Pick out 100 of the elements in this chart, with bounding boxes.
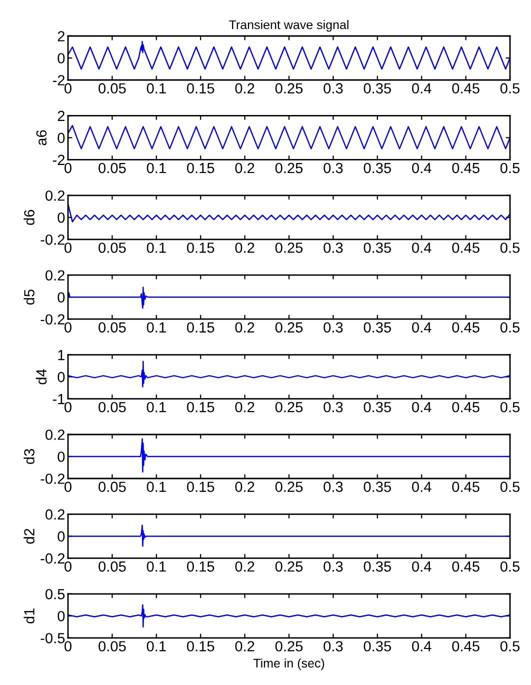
- x-tick-label: 0.2: [235, 641, 254, 652]
- x-tick-label: 0.45: [452, 482, 480, 492]
- x-tick-label: 0.35: [364, 482, 391, 492]
- x-tick-label: 0.1: [146, 83, 166, 94]
- x-tick-label: 0.3: [324, 482, 343, 492]
- x-tick-label: 0.3: [324, 561, 343, 572]
- x-tick-label: 0.05: [98, 322, 126, 333]
- x-tick-label: 0.5: [500, 402, 520, 412]
- x-tick-label: 0.05: [98, 641, 126, 652]
- x-tick-label: 0.05: [98, 242, 126, 253]
- x-tick-label: 0: [64, 641, 72, 652]
- y-axis-title: d2: [24, 528, 34, 544]
- y-tick-label: 0.2: [46, 509, 64, 520]
- x-tick-label: 0.45: [452, 641, 480, 652]
- y-tick-label: 0: [58, 53, 65, 64]
- x-tick-label: 0.2: [235, 83, 254, 94]
- y-tick-label: 0: [58, 531, 65, 542]
- y-axis-title: d4: [36, 369, 47, 384]
- x-tick-label: 0.4: [412, 402, 432, 412]
- x-tick-label: 0.25: [275, 322, 303, 333]
- x-tick-label: 0.1: [146, 242, 166, 253]
- y-tick-label: 0: [58, 132, 65, 144]
- x-tick-label: 0.5: [500, 482, 520, 492]
- x-tick-label: 0: [64, 482, 72, 492]
- y-axis-title: d1: [24, 608, 34, 624]
- y-axis-title: d5: [24, 290, 34, 305]
- x-tick-label: 0.25: [275, 242, 303, 253]
- x-tick-label: 0.4: [412, 641, 432, 652]
- line-series: [68, 124, 510, 150]
- x-tick-label: 0.45: [452, 402, 480, 412]
- x-tick-label: 0.45: [452, 322, 480, 333]
- x-tick-label: 0.1: [146, 641, 166, 652]
- x-tick-label: 0.45: [452, 162, 480, 174]
- x-tick-label: 0.5: [500, 641, 520, 652]
- x-tick-label: 0.35: [364, 162, 391, 174]
- y-tick-label: 0.5: [46, 589, 65, 600]
- x-tick-label: 0.4: [412, 242, 432, 253]
- x-tick-label: 0.2: [235, 322, 254, 333]
- x-tick-label: 0.2: [235, 242, 254, 253]
- x-tick-label: 0.05: [98, 162, 126, 174]
- x-tick-label: 0.15: [186, 402, 214, 412]
- x-tick-label: 0.3: [324, 162, 343, 174]
- x-tick-label: 0.3: [324, 322, 343, 333]
- y-tick-label: 0.2: [46, 430, 64, 440]
- x-tick-label: 0.25: [275, 641, 303, 652]
- x-tick-label: 0.3: [324, 242, 343, 253]
- x-tick-label: 0.4: [412, 561, 432, 572]
- x-tick-label: 0.25: [275, 482, 303, 492]
- x-tick-label: 0.4: [412, 322, 432, 333]
- x-tick-label: 0.1: [146, 162, 166, 174]
- x-tick-label: 0.2: [235, 402, 254, 412]
- y-tick-label: 0.2: [46, 270, 64, 281]
- line-series: [68, 204, 510, 222]
- x-tick-label: 0.35: [364, 242, 391, 253]
- x-tick-label: 0.15: [186, 482, 214, 492]
- line-series: [68, 40, 510, 70]
- x-tick-label: 0.05: [98, 482, 126, 492]
- x-tick-label: 0.5: [500, 83, 520, 94]
- x-tick-label: 0.1: [146, 322, 166, 333]
- y-tick-label: 0: [58, 452, 65, 462]
- y-tick-label: -2: [52, 154, 64, 165]
- y-tick-label: -0.2: [40, 234, 64, 245]
- x-tick-label: 0.5: [500, 162, 520, 174]
- x-tick-label: 0.2: [235, 162, 254, 174]
- x-tick-label: 0.3: [324, 641, 343, 652]
- x-tick-label: 0.35: [364, 561, 391, 572]
- line-series: [68, 360, 510, 388]
- x-tick-label: 0.25: [275, 83, 303, 94]
- x-tick-label: 0.05: [98, 402, 126, 412]
- x-tick-label: 0.45: [452, 561, 480, 572]
- x-tick-label: 0.35: [364, 402, 391, 412]
- y-tick-label: -1: [52, 394, 65, 404]
- x-tick-label: 0.3: [324, 402, 343, 412]
- x-tick-label: 0: [64, 83, 72, 94]
- x-tick-label: 0.4: [412, 162, 432, 174]
- x-tick-label: 0.15: [186, 162, 214, 174]
- x-tick-label: 0.5: [500, 561, 520, 572]
- y-tick-label: 0: [58, 292, 65, 303]
- line-series: [68, 604, 510, 628]
- line-series: [68, 438, 510, 473]
- x-tick-label: 0.2: [235, 482, 254, 492]
- line-series: [68, 286, 510, 309]
- x-tick-label: 0.15: [186, 561, 214, 572]
- y-axis-title: d6: [24, 210, 34, 225]
- x-tick-label: 0.5: [500, 322, 520, 333]
- x-tick-label: 0.2: [235, 561, 254, 572]
- x-tick-label: 0.05: [98, 83, 126, 94]
- x-tick-label: 0.1: [146, 482, 166, 492]
- y-tick-label: 1: [58, 350, 65, 360]
- y-tick-label: 0.2: [46, 190, 64, 201]
- y-tick-label: 2: [58, 31, 64, 42]
- y-tick-label: -2: [52, 75, 64, 86]
- y-tick-label: 0: [58, 212, 65, 223]
- y-tick-label: 0: [58, 372, 65, 382]
- y-tick-label: 0: [58, 611, 65, 622]
- x-tick-label: 0.25: [275, 162, 303, 174]
- x-tick-label: 0.25: [275, 561, 303, 572]
- y-tick-label: 2: [58, 110, 64, 121]
- x-tick-label: 0.4: [412, 482, 432, 492]
- x-tick-label: 0.35: [364, 83, 391, 94]
